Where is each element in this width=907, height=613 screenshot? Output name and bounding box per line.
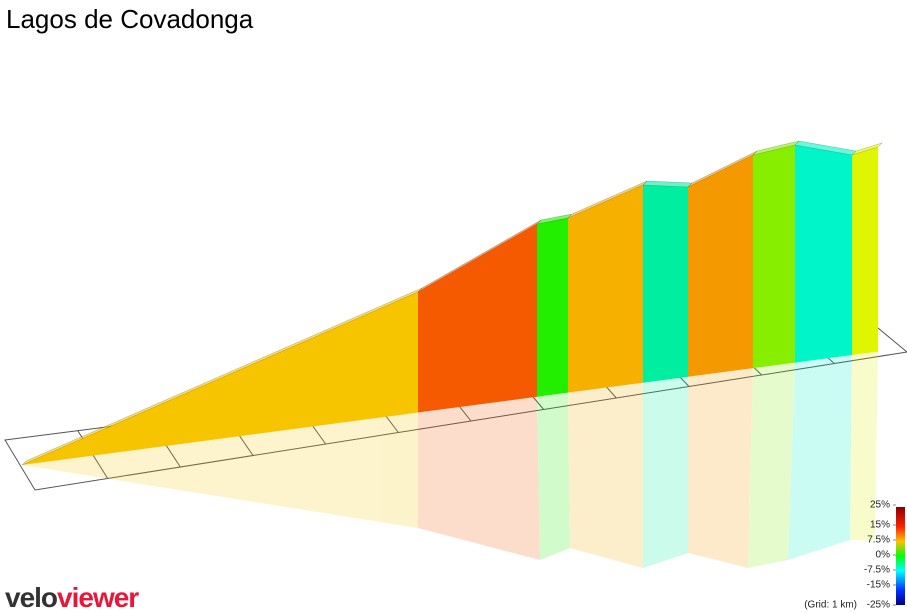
profile-segment [795, 145, 852, 363]
reflection-segment [643, 376, 688, 568]
colorbar-tick-label: 0% [876, 550, 891, 561]
logo-part: viewer [57, 582, 139, 613]
reflection [22, 351, 878, 568]
profile-segment [418, 224, 537, 413]
reflection-segment [537, 392, 570, 560]
profile-segment [537, 218, 568, 397]
reflection-segment [22, 412, 418, 528]
profile-top [851, 142, 883, 156]
profile-segment [688, 155, 753, 377]
colorbar-tick-label: -25% [867, 600, 890, 611]
reflection-segment [418, 396, 540, 560]
profile-segment [643, 185, 688, 383]
colorbar-tick-label: -7.5% [864, 565, 890, 576]
reflection-segment [688, 368, 753, 568]
profile-segment [753, 145, 795, 369]
chart-title: Lagos de Covadonga [6, 4, 254, 34]
reflection-segment [748, 362, 795, 568]
grid-note: (Grid: 1 km) [804, 600, 857, 611]
profile [21, 140, 883, 466]
profile-segment [852, 147, 878, 356]
colorbar [896, 507, 905, 605]
profile-segment [568, 185, 643, 393]
logo-part: velo [5, 582, 58, 613]
reflection-segment [568, 382, 643, 568]
logo: veloviewer [5, 582, 139, 613]
colorbar-tick-label: 25% [870, 500, 890, 511]
colorbar-tick-label: -15% [867, 580, 890, 591]
colorbar-tick-label: 15% [870, 520, 890, 531]
reflection-segment [850, 351, 878, 540]
colorbar-tick-label: 7.5% [867, 535, 890, 546]
reflection-segment [788, 355, 852, 560]
